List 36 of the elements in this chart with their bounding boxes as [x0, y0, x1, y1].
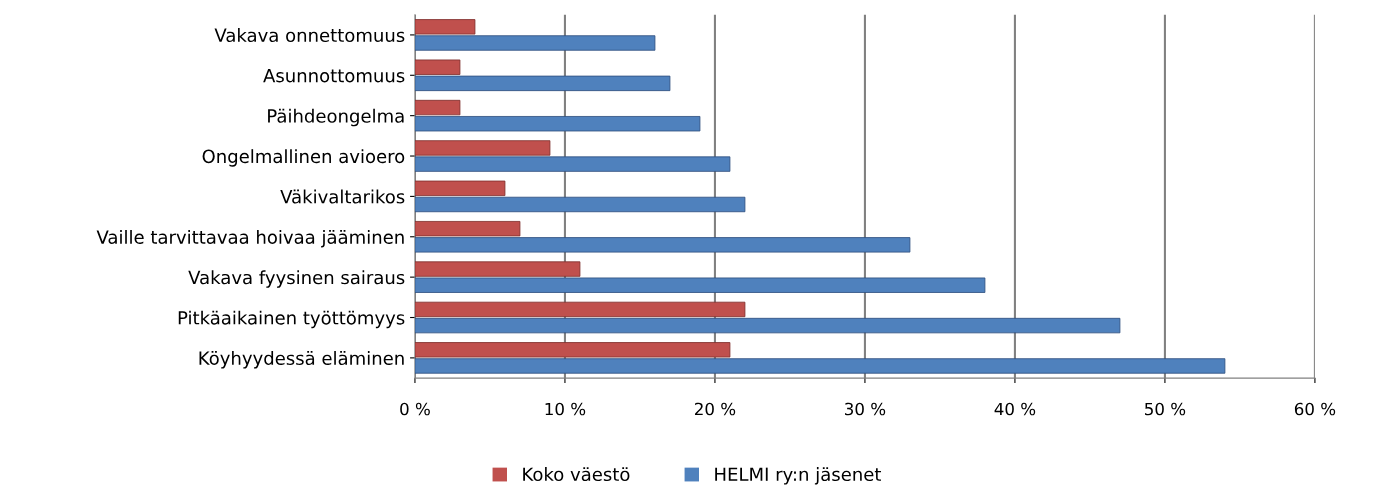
x-tick-label: 0 % [400, 402, 430, 416]
y-tick-label: Väkivaltarikos [280, 189, 405, 204]
bar [414, 342, 731, 358]
bar [414, 75, 671, 92]
bar [414, 35, 656, 51]
bar [414, 277, 986, 293]
legend-label: HELMI ry:n jäsenet [715, 467, 882, 485]
x-tick-label: 30 % [845, 402, 886, 416]
y-tick-label: Päihdeongelma [268, 108, 404, 127]
bar [414, 180, 506, 197]
x-tick-label: 20 % [694, 402, 736, 416]
y-tick-label: Vaille tarvittavaa hoivaa jääminen [96, 229, 404, 248]
bar [414, 156, 731, 172]
bar [414, 99, 461, 116]
bar [414, 19, 476, 35]
y-tick-label: Köyhyydessä eläminen [199, 351, 404, 369]
x-tick-label: 10 % [545, 402, 586, 416]
y-tick-label: Ongelmallinen avioero [202, 149, 405, 167]
y-tick-label: Vakava onnettomuus [214, 28, 405, 43]
x-tick-label: 60 % [1294, 402, 1336, 416]
x-tick-label: 40 % [994, 402, 1036, 416]
bar [414, 237, 911, 253]
bar [414, 358, 1226, 374]
x-tick-label: 50 % [1145, 402, 1186, 416]
y-tick-label: Pitkäaikainen työttömyys [178, 310, 405, 329]
y-tick-label: Vakava fyysinen sairaus [188, 270, 405, 288]
bar [414, 261, 581, 277]
bar [414, 196, 746, 213]
bar [414, 221, 521, 237]
bar [414, 301, 746, 318]
bar [414, 116, 701, 132]
bar [414, 140, 551, 156]
legend-label: Koko väestö [523, 467, 630, 482]
bar [414, 317, 1121, 334]
bar [414, 59, 461, 75]
y-tick-label: Asunnottomuus [263, 68, 405, 83]
